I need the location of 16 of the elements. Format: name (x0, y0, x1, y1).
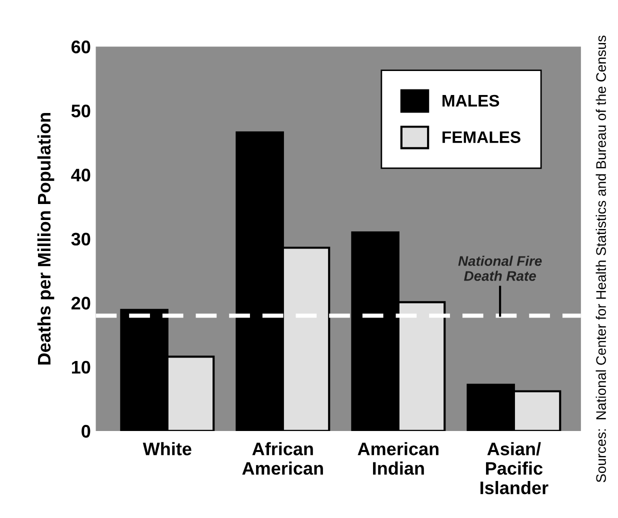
legend-label: MALES (442, 94, 500, 107)
x-tick-label: Asian/ Pacific Islander (480, 442, 548, 494)
y-tick-label: 60 (72, 40, 90, 54)
y-tick-label: 10 (72, 360, 90, 374)
y-axis-title: Deaths per Million Population (37, 113, 54, 364)
y-tick-label: 40 (71, 168, 90, 182)
y-tick-label: 30 (71, 232, 90, 246)
x-tick-label: African American (242, 442, 323, 475)
ref-line-label: National Fire Death Rate (458, 256, 542, 281)
y-tick-label: 0 (82, 424, 90, 438)
x-tick-label: American Indian (358, 442, 438, 475)
x-tick-label: White (142, 442, 192, 456)
y-tick-label: 50 (71, 104, 90, 118)
y-tick-label: 20 (71, 296, 90, 310)
legend-label: FEMALES (442, 131, 520, 144)
source-note: Sources: National Center for Health Statistics and Bureau of the Census (596, 36, 606, 482)
